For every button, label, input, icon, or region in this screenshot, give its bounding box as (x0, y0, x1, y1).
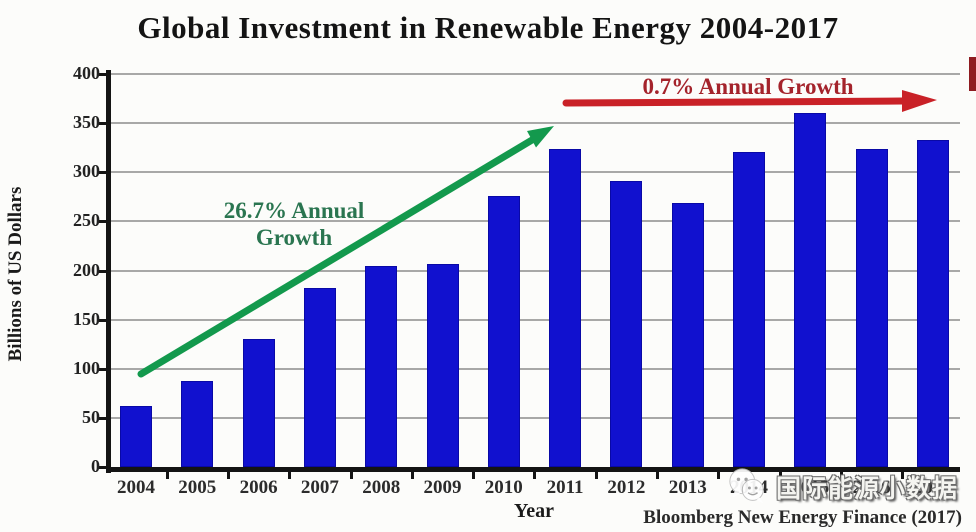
y-tick-label-150: 150 (73, 308, 100, 329)
x-tick-label-2015: 2015 (791, 477, 830, 498)
bar-2017 (916, 139, 949, 467)
x-tick-label-2004: 2004 (117, 477, 155, 498)
x-tick-label-2009: 2009 (423, 477, 462, 498)
gridline-250 (111, 220, 960, 223)
y-tick-label-200: 200 (73, 259, 100, 280)
y-tick-label-300: 300 (73, 161, 100, 182)
x-tick-label-2017: 2017 (913, 477, 952, 498)
annotation-growth-up: 26.7% Annual Growth (188, 197, 400, 251)
y-tick-label-400: 400 (73, 63, 100, 83)
x-tick-label-2016: 2016 (852, 477, 891, 498)
y-axis-tick-0 (97, 466, 106, 469)
x-axis-line (106, 467, 960, 472)
wechat-bubbles-icon (729, 468, 764, 504)
bar-2011 (549, 148, 582, 467)
x-axis-title: Year (514, 500, 554, 522)
y-tick-label-350: 350 (73, 112, 100, 133)
annotation-growth-flat: 0.7% Annual Growth (597, 73, 899, 100)
gridline-50 (111, 416, 960, 419)
x-axis-boundary-tick-5 (472, 472, 476, 479)
chart-title: Global Investment in Renewable Energy 20… (137, 10, 839, 45)
x-axis-boundary-tick-2 (288, 472, 292, 479)
x-tick-label-2011: 2011 (546, 477, 584, 498)
bar-2008 (365, 265, 398, 467)
gridline-350 (111, 122, 960, 125)
bar-2014 (733, 151, 765, 467)
bar-2009 (426, 263, 459, 467)
gridline-200 (111, 269, 960, 272)
x-axis-boundary-tick-10 (778, 472, 782, 479)
gridline-100 (111, 367, 960, 370)
y-tick-label-0: 0 (91, 456, 100, 476)
bar-2006 (242, 339, 275, 467)
source-credit: Bloomberg New Energy Finance (2017) (643, 507, 962, 528)
bar-2010 (487, 195, 520, 467)
gridline-300 (111, 171, 960, 174)
x-tick-label-2010: 2010 (484, 477, 523, 498)
x-axis-boundary-tick-12 (901, 472, 905, 479)
y-axis-line (106, 70, 111, 473)
annotation-growth-up-line1: 26.7% Annual (223, 198, 365, 223)
y-tick-label-50: 50 (82, 406, 100, 427)
y-axis-tick-200 (97, 269, 106, 273)
watermark: 国际能源小数据 (727, 466, 958, 508)
x-axis-boundary-tick-7 (594, 472, 598, 479)
x-axis-boundary-tick-0 (165, 472, 169, 479)
red-edge-artifact (969, 57, 976, 91)
bar-2004 (120, 406, 152, 467)
x-axis-boundary-tick-6 (533, 472, 537, 479)
x-tick-label-2006: 2006 (239, 477, 278, 498)
x-tick-label-2007: 2007 (300, 477, 339, 498)
annotation-growth-up-line2: Growth (255, 225, 333, 250)
bar-2007 (303, 288, 336, 467)
y-axis-tick-150 (97, 318, 106, 322)
x-tick-label-2008: 2008 (362, 477, 401, 498)
bar-2016 (855, 148, 888, 467)
x-axis-boundary-tick-8 (656, 472, 660, 479)
x-axis-boundary-tick-11 (839, 472, 843, 479)
y-axis-tick-50 (97, 416, 106, 420)
watermark-text: 国际能源小数据 (776, 474, 959, 503)
gridline-150 (111, 318, 960, 321)
x-tick-label-2013: 2013 (668, 477, 707, 498)
x-axis-boundary-tick-1 (226, 472, 230, 479)
y-axis-tick-100 (97, 367, 106, 371)
x-axis-boundary-tick-9 (717, 472, 721, 479)
x-tick-label-2005: 2005 (178, 477, 217, 498)
y-tick-label-250: 250 (73, 210, 100, 231)
y-axis-tick-250 (97, 220, 106, 224)
bar-2012 (610, 181, 643, 467)
y-axis-tick-350 (97, 122, 106, 126)
x-tick-label-2012: 2012 (607, 477, 646, 498)
x-axis-boundary-tick-4 (410, 472, 414, 479)
gridline-400 (111, 73, 960, 75)
y-axis-tick-400 (97, 73, 106, 76)
y-tick-label-100: 100 (73, 357, 100, 378)
x-axis-boundary-tick-3 (349, 472, 353, 479)
bar-2015 (794, 113, 827, 467)
bar-2005 (181, 380, 214, 467)
y-axis-tick-300 (97, 171, 106, 175)
annotation-growth-flat-text: 0.7% Annual Growth (642, 74, 854, 99)
bar-2013 (671, 202, 704, 467)
